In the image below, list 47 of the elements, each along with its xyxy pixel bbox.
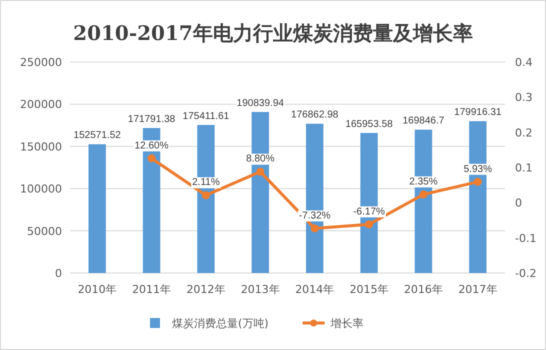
y2-tick-label: -0.2 xyxy=(515,267,536,280)
data-label: 176862.98 xyxy=(291,110,339,121)
data-label: -6.17% xyxy=(353,206,386,218)
data-label: 2.11% xyxy=(192,177,220,188)
x-tick-label: 2015年 xyxy=(350,283,389,296)
data-label: 5.93% xyxy=(464,164,492,175)
data-label: 2.35% xyxy=(409,176,438,188)
point xyxy=(148,154,156,162)
data-label: 152571.52 xyxy=(74,130,122,142)
point xyxy=(365,220,374,228)
data-label: 175411.61 xyxy=(182,110,230,122)
y2-tick-label: 0.3 xyxy=(515,91,532,104)
y2-tick-label: 0.4 xyxy=(515,56,532,69)
data-label: -7.32% xyxy=(298,210,331,222)
point xyxy=(202,191,210,200)
y-tick-label: 0 xyxy=(55,267,62,280)
y2-tick-label: 0 xyxy=(515,196,522,210)
y-tick-label: 200000 xyxy=(20,98,62,112)
x-tick-label: 2014年 xyxy=(295,283,334,296)
data-label: 169846.7 xyxy=(402,116,445,127)
point xyxy=(256,168,264,176)
data-label: 8.80% xyxy=(246,154,275,165)
x-tick-label: 2011年 xyxy=(132,283,172,296)
data-label: 12.60% xyxy=(134,140,169,152)
point xyxy=(310,224,319,232)
y-tick-label: 250000 xyxy=(20,56,62,69)
x-tick-label: 2013年 xyxy=(240,283,280,296)
data-label: 165953.58 xyxy=(345,118,394,130)
y-tick-label: 50000 xyxy=(27,224,62,238)
data-label: 179916.31 xyxy=(454,107,502,118)
legend-label: 增长率 xyxy=(330,317,364,330)
bar xyxy=(88,144,106,273)
y2-tick-label: -0.1 xyxy=(515,232,536,245)
point xyxy=(419,190,428,198)
x-tick-label: 2010年 xyxy=(78,283,117,296)
point xyxy=(474,178,482,186)
chart-title: 2010-2017年电力行业煤炭消费量及增长率 xyxy=(73,21,473,45)
data-label: 171791.38 xyxy=(128,114,176,126)
x-tick-label: 2017年 xyxy=(458,283,498,296)
x-tick-label: 2012年 xyxy=(186,283,226,296)
data-label: 190839.94 xyxy=(236,98,284,109)
y2-tick-label: 0.1 xyxy=(515,162,532,174)
x-tick-label: 2016年 xyxy=(404,283,443,296)
y2-tick-label: 0.2 xyxy=(515,126,532,140)
y-tick-label: 100000 xyxy=(20,182,62,196)
y-tick-label: 150000 xyxy=(20,140,62,154)
legend-label: 煤炭消费总量(万吨) xyxy=(172,317,269,330)
